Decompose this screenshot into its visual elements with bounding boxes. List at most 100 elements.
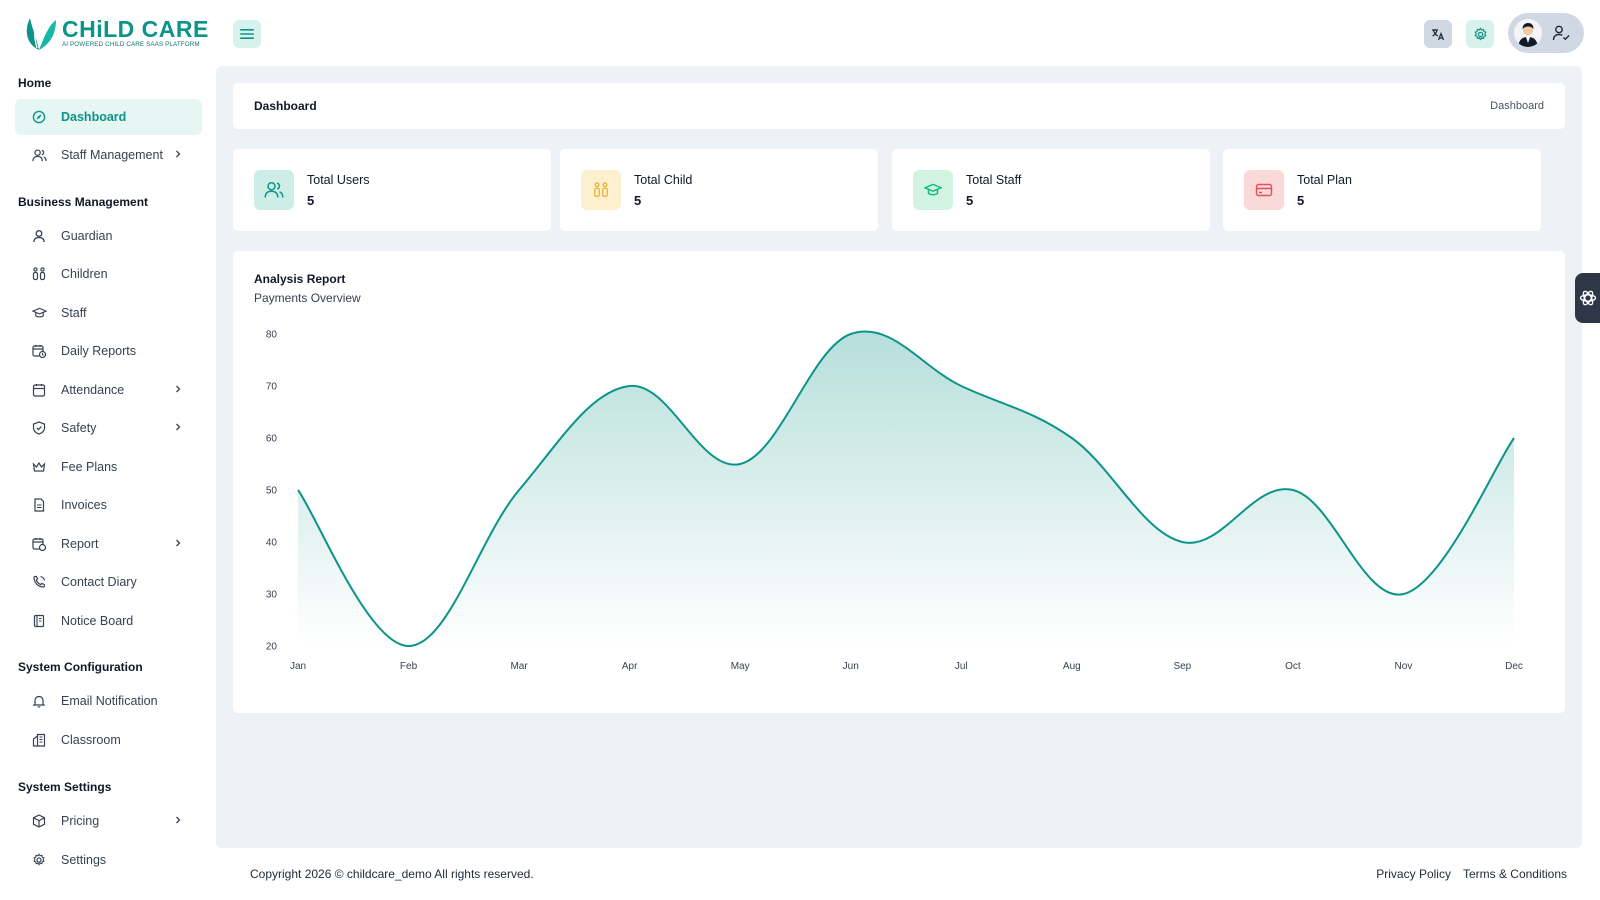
sidebar-item-classroom[interactable]: Classroom — [15, 722, 202, 758]
settings-button[interactable] — [1466, 20, 1494, 48]
brand-logo[interactable]: CHiLD CARE AI POWERED CHILD CARE SAAS PL… — [20, 14, 209, 52]
shield-icon — [31, 420, 47, 436]
stat-card-total-staff[interactable]: Total Staff 5 — [892, 149, 1210, 231]
graduation-cap-icon — [924, 183, 942, 196]
payments-area-chart[interactable]: 80 70 60 50 40 30 20 Jan Feb Mar Apr May Jun Jul Aug S… — [233, 251, 1565, 713]
sidebar-item-safety[interactable]: Safety — [15, 410, 202, 446]
stat-value: 5 — [966, 193, 974, 208]
hamburger-icon — [240, 29, 254, 39]
user-check-icon — [1552, 25, 1570, 41]
sidebar: Home Dashboard Staff Management Business… — [0, 66, 216, 900]
x-tick-label: Aug — [1063, 661, 1081, 672]
sidebar-item-pricing[interactable]: Pricing — [15, 803, 202, 839]
phone-icon — [31, 574, 47, 590]
classroom-icon — [31, 732, 47, 748]
sidebar-item-daily-reports[interactable]: Daily Reports — [15, 333, 202, 369]
stat-value: 5 — [1297, 193, 1305, 208]
x-tick-label: Mar — [510, 661, 528, 672]
gear-icon — [31, 852, 47, 868]
sidebar-item-label: Invoices — [61, 498, 107, 512]
chevron-right-icon — [176, 539, 181, 547]
sidebar-item-label: Pricing — [61, 814, 100, 828]
chart-subtitle: Payments Overview — [254, 291, 361, 305]
sidebar-item-label: Children — [61, 267, 108, 281]
chevron-right-icon — [176, 816, 181, 824]
sidebar-item-contact-diary[interactable]: Contact Diary — [15, 564, 202, 600]
report-icon — [31, 536, 47, 552]
ai-assistant-icon — [1579, 290, 1596, 306]
sidebar-item-invoices[interactable]: Invoices — [15, 487, 202, 523]
sidebar-item-label: Staff Management — [61, 148, 163, 162]
x-tick-label: Nov — [1395, 661, 1413, 672]
sidebar-item-email-notification[interactable]: Email Notification — [15, 683, 202, 719]
page-header-card: Dashboard Dashboard — [233, 83, 1565, 129]
stat-value: 5 — [307, 193, 315, 208]
y-tick-label: 30 — [266, 590, 278, 601]
terms-conditions-link[interactable]: Terms & Conditions — [1462, 867, 1567, 881]
sidebar-item-fee-plans[interactable]: Fee Plans — [15, 449, 202, 485]
stat-card-total-users[interactable]: Total Users 5 — [233, 149, 551, 231]
sidebar-item-settings[interactable]: Settings — [15, 842, 202, 878]
profile-menu[interactable] — [1508, 13, 1584, 53]
y-tick-label: 40 — [266, 538, 278, 549]
brand-name: CHiLD CARE — [62, 16, 209, 42]
top-header: CHiLD CARE AI POWERED CHILD CARE SAAS PL… — [0, 0, 1600, 66]
sidebar-item-dashboard[interactable]: Dashboard — [15, 99, 202, 135]
package-icon — [31, 813, 47, 829]
users-icon — [264, 182, 284, 198]
sidebar-section-home: Home — [18, 76, 52, 90]
sidebar-item-label: Notice Board — [61, 614, 134, 628]
assistant-launcher-button[interactable] — [1575, 273, 1600, 323]
x-tick-label: Jun — [843, 661, 859, 672]
x-tick-label: May — [731, 661, 750, 672]
book-icon — [31, 613, 47, 629]
stat-icon-box — [913, 170, 953, 210]
gear-icon — [1473, 26, 1487, 40]
sidebar-item-label: Guardian — [61, 229, 113, 243]
y-tick-label: 80 — [266, 330, 278, 341]
privacy-policy-link[interactable]: Privacy Policy — [1376, 867, 1451, 881]
children-icon — [31, 266, 47, 282]
page-title: Dashboard — [254, 99, 317, 113]
stat-label: Total Child — [634, 173, 693, 187]
menu-toggle-button[interactable] — [233, 20, 261, 48]
sidebar-item-guardian[interactable]: Guardian — [15, 218, 202, 254]
sidebar-item-attendance[interactable]: Attendance — [15, 372, 202, 408]
stat-value: 5 — [634, 193, 642, 208]
breadcrumb[interactable]: Dashboard — [1490, 100, 1544, 112]
translate-icon — [1432, 29, 1445, 41]
calendar-icon — [31, 382, 47, 398]
sidebar-item-staff-management[interactable]: Staff Management — [15, 137, 202, 173]
y-tick-label: 50 — [266, 486, 278, 497]
stat-card-total-child[interactable]: Total Child 5 — [560, 149, 878, 231]
bell-icon — [31, 693, 47, 709]
users-icon — [31, 147, 47, 163]
sidebar-item-report[interactable]: Report — [15, 526, 202, 562]
sidebar-item-staff[interactable]: Staff — [15, 295, 202, 331]
stat-card-total-plan[interactable]: Total Plan 5 — [1223, 149, 1541, 231]
sidebar-section-business-management: Business Management — [18, 195, 149, 209]
sidebar-item-label: Contact Diary — [61, 575, 137, 589]
calendar-clock-icon — [31, 343, 47, 359]
x-tick-label: Feb — [400, 661, 418, 672]
sidebar-item-label: Dashboard — [61, 110, 127, 124]
sidebar-item-label: Attendance — [61, 383, 125, 397]
leaf-logo-icon — [26, 18, 56, 50]
series-area — [298, 331, 1514, 646]
sidebar-section-system-configuration: System Configuration — [18, 660, 143, 674]
x-tick-label: Sep — [1173, 661, 1191, 672]
sidebar-item-label: Fee Plans — [61, 460, 118, 474]
sidebar-item-children[interactable]: Children — [15, 256, 202, 292]
avatar[interactable] — [1514, 19, 1542, 47]
sidebar-item-notice-board[interactable]: Notice Board — [15, 603, 202, 639]
credit-card-icon — [1255, 183, 1273, 197]
stat-label: Total Plan — [1297, 173, 1352, 187]
children-icon — [594, 182, 608, 197]
y-tick-label: 70 — [266, 382, 278, 393]
sidebar-item-label: Safety — [61, 421, 97, 435]
series-line — [297, 330, 1515, 648]
language-button[interactable] — [1424, 20, 1452, 48]
graduation-cap-icon — [31, 305, 47, 321]
x-tick-label: Jul — [955, 661, 968, 672]
y-tick-label: 60 — [266, 434, 278, 445]
